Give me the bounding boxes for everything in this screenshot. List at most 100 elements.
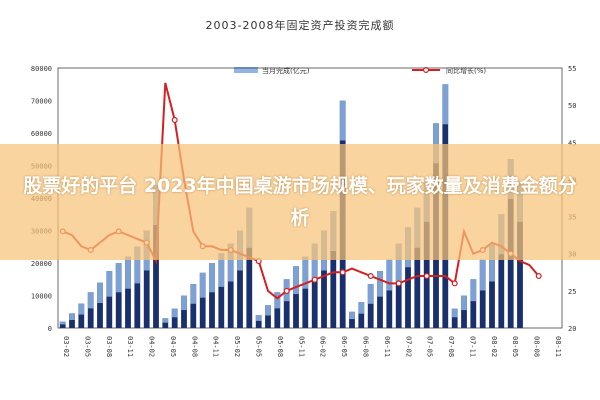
- bar: [246, 207, 253, 329]
- x-axis: 03-02 03-05 03-08 03-11 04-02 04-05 04-08 04-11…: [62, 336, 562, 357]
- x-tick-label: 06-05: [340, 336, 348, 357]
- bar-highlight: [358, 302, 365, 314]
- bar-highlight: [265, 305, 271, 316]
- legend-bar-swatch: [234, 67, 258, 73]
- bar: [470, 279, 477, 329]
- bar: [265, 305, 271, 329]
- bar-highlight: [433, 123, 439, 164]
- bar: [377, 271, 383, 328]
- x-tick-label: 07-11: [468, 336, 476, 357]
- x-tick-label: 08-11: [554, 336, 562, 357]
- bar-highlight: [125, 256, 131, 289]
- bar: [283, 279, 290, 329]
- right-tick-label: 25: [568, 288, 576, 296]
- x-tick-label: 07-05: [426, 336, 434, 357]
- bar: [97, 282, 103, 328]
- bar-highlight: [274, 292, 281, 309]
- bar-highlight: [162, 318, 169, 323]
- chart-title: 2003-2008年固定资产投资完成额: [206, 18, 395, 32]
- bar: [255, 315, 262, 328]
- x-tick-label: 08-02: [490, 336, 498, 357]
- x-tick-label: 08-08: [533, 336, 541, 357]
- x-tick-label: 03-11: [126, 336, 134, 357]
- bar-highlight: [339, 100, 346, 141]
- line-point: [311, 276, 318, 283]
- bar: [78, 303, 85, 328]
- bar-highlight: [97, 282, 103, 303]
- bar: [171, 308, 178, 328]
- bar-highlight: [311, 243, 318, 282]
- bar-highlight: [218, 253, 225, 287]
- x-tick-label: 03-05: [83, 336, 91, 357]
- bar-highlight: [227, 243, 234, 282]
- bar: [414, 207, 421, 329]
- x-tick-label: 07-02: [404, 336, 412, 357]
- line-point: [535, 273, 542, 280]
- line-point: [451, 280, 458, 287]
- bar: [367, 284, 374, 328]
- headline-text[interactable]: 股票好的平台 2023年中国桌游市场规模、玩家数量及消费金额分析: [23, 175, 577, 229]
- bar-highlight: [395, 243, 402, 282]
- x-tick-label: 08-05: [511, 336, 519, 357]
- left-tick-label: 10000: [31, 293, 52, 301]
- left-tick-label: 60000: [31, 130, 52, 138]
- left-tick-label: 0: [48, 325, 52, 333]
- bar-highlight: [255, 315, 262, 321]
- bar: [162, 318, 169, 329]
- x-tick-label: 04-11: [212, 336, 220, 357]
- bar: [87, 292, 94, 329]
- bar: [358, 302, 365, 328]
- bar-highlight: [181, 295, 187, 311]
- bar: [106, 271, 113, 328]
- right-tick-label: 45: [568, 139, 576, 147]
- bar: [199, 272, 206, 329]
- bar-highlight: [349, 311, 355, 320]
- line-point: [423, 273, 430, 280]
- legend: 当月完成(亿元) 同比增长(%): [234, 66, 486, 75]
- bar: [386, 259, 393, 329]
- left-tick-label: 20000: [31, 260, 52, 268]
- x-tick-label: 06-02: [319, 336, 327, 357]
- right-tick-label: 55: [568, 65, 576, 73]
- bar: [125, 256, 131, 328]
- x-tick-label: 04-05: [169, 336, 177, 357]
- bar-highlight: [59, 321, 66, 325]
- bar-highlight: [87, 292, 94, 309]
- headline-banner: 股票好的平台 2023年中国桌游市场规模、玩家数量及消费金额分析: [0, 144, 600, 260]
- bar: [209, 263, 215, 328]
- bar: [143, 230, 150, 328]
- bar: [115, 263, 122, 328]
- line-point: [339, 269, 346, 276]
- bar-highlight: [78, 303, 85, 315]
- line-point: [283, 287, 290, 294]
- x-tick-label: 05-08: [276, 336, 284, 357]
- bar: [498, 214, 505, 329]
- x-tick-label: 06-08: [362, 336, 370, 357]
- bar-highlight: [386, 259, 393, 291]
- line-point: [367, 273, 374, 280]
- legend-bar-label: 当月完成(亿元): [262, 66, 310, 75]
- bar: [302, 256, 309, 328]
- bar: [349, 311, 355, 329]
- bar-highlight: [377, 271, 383, 297]
- line-point: [395, 280, 402, 287]
- bar-highlight: [115, 263, 122, 293]
- bar-highlight: [69, 313, 75, 320]
- x-tick-label: 05-02: [233, 336, 241, 357]
- right-tick-label: 50: [568, 102, 576, 110]
- bar-highlight: [302, 256, 309, 289]
- x-tick-label: 04-02: [148, 336, 156, 357]
- left-tick-label: 80000: [31, 65, 52, 73]
- bar: [489, 243, 495, 328]
- bar: [405, 227, 411, 329]
- bar-highlight: [134, 246, 141, 284]
- bar-highlight: [199, 272, 206, 298]
- bar: [218, 253, 225, 329]
- right-tick-label: 20: [568, 325, 576, 333]
- x-tick-label: 05-11: [297, 336, 305, 357]
- bar-highlight: [171, 308, 178, 318]
- line-point: [171, 116, 178, 123]
- bar: [181, 295, 187, 328]
- bar: [293, 266, 299, 329]
